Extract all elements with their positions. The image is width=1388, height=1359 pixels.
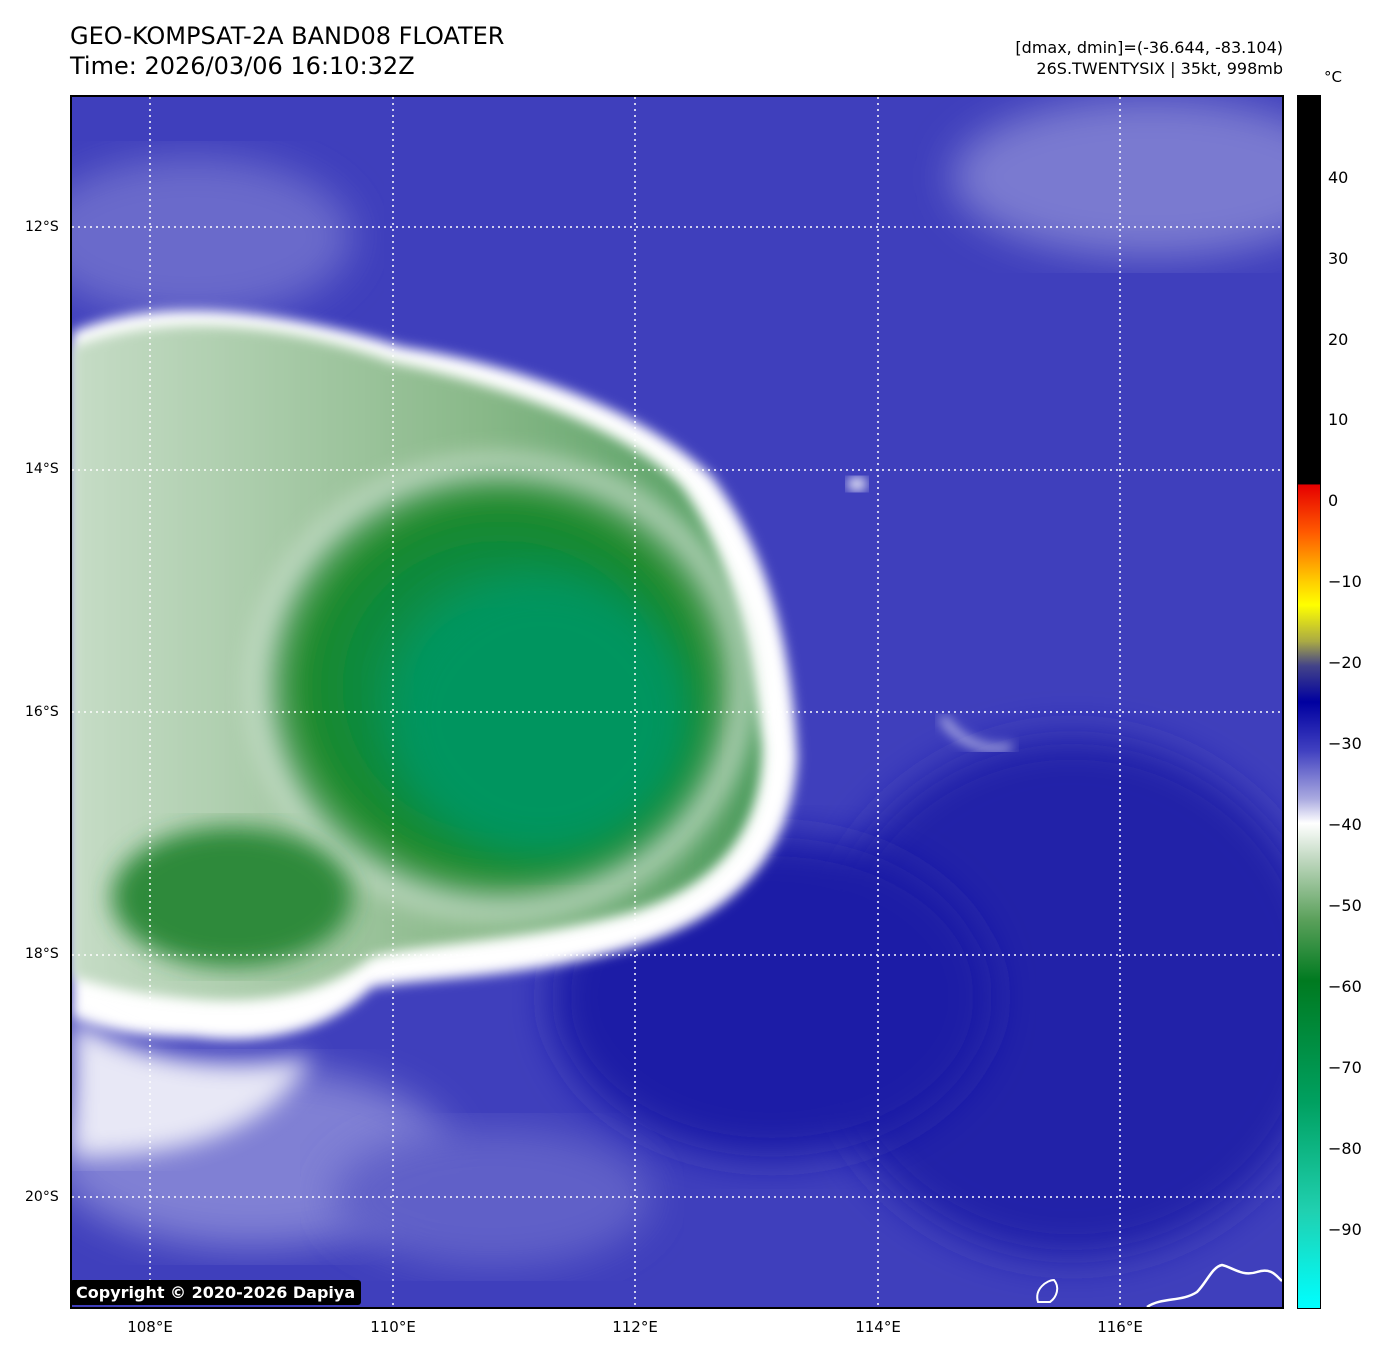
colorbar-tick: 30 <box>1328 249 1349 268</box>
lat-label-14s: 14°S <box>25 461 59 477</box>
colorbar-tick: 0 <box>1328 491 1339 510</box>
lat-label-18s: 18°S <box>25 946 59 962</box>
colorbar-unit: °C <box>1324 68 1342 86</box>
colorbar-tick: −30 <box>1328 734 1362 753</box>
lon-label-108e: 108°E <box>127 1318 173 1336</box>
colorbar-tick: −90 <box>1328 1220 1362 1239</box>
colorbar-tick: −60 <box>1328 977 1362 996</box>
colorbar-tick: −10 <box>1328 572 1362 591</box>
lon-label-110e: 110°E <box>370 1318 416 1336</box>
coastline <box>1146 1263 1282 1307</box>
lat-label-16s: 16°S <box>25 704 59 720</box>
graticule <box>72 97 1282 1307</box>
copyright-badge: Copyright © 2020-2026 Dapiya <box>70 1280 362 1305</box>
data-range: [dmax, dmin]=(-36.644, -83.104) <box>1015 38 1283 57</box>
storm-info: 26S.TWENTYSIX | 35kt, 998mb <box>1036 59 1283 78</box>
satellite-map[interactable] <box>70 95 1284 1309</box>
timestamp: Time: 2026/03/06 16:10:32Z <box>70 52 415 80</box>
colorbar-tick: 40 <box>1328 168 1349 187</box>
colorbar-tick: −70 <box>1328 1058 1362 1077</box>
island <box>1036 1278 1059 1303</box>
colorbar-tick: 10 <box>1328 410 1349 429</box>
product-title: GEO-KOMPSAT-2A BAND08 FLOATER <box>70 22 505 50</box>
colorbar-tick: −50 <box>1328 896 1362 915</box>
colorbar-tick: −20 <box>1328 653 1362 672</box>
lon-label-114e: 114°E <box>855 1318 901 1336</box>
lat-label-12s: 12°S <box>25 219 59 235</box>
colorbar-tick: −80 <box>1328 1139 1362 1158</box>
temperature-colorbar <box>1297 95 1321 1309</box>
lon-label-116e: 116°E <box>1097 1318 1143 1336</box>
colorbar-tick: 20 <box>1328 330 1349 349</box>
satellite-imagery <box>72 97 1282 1307</box>
colorbar-tick: −40 <box>1328 815 1362 834</box>
lat-label-20s: 20°S <box>25 1189 59 1205</box>
lon-label-112e: 112°E <box>612 1318 658 1336</box>
